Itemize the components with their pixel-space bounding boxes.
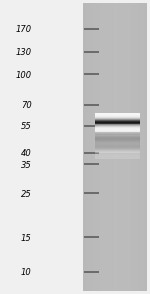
Bar (83, 3, 147, 291)
